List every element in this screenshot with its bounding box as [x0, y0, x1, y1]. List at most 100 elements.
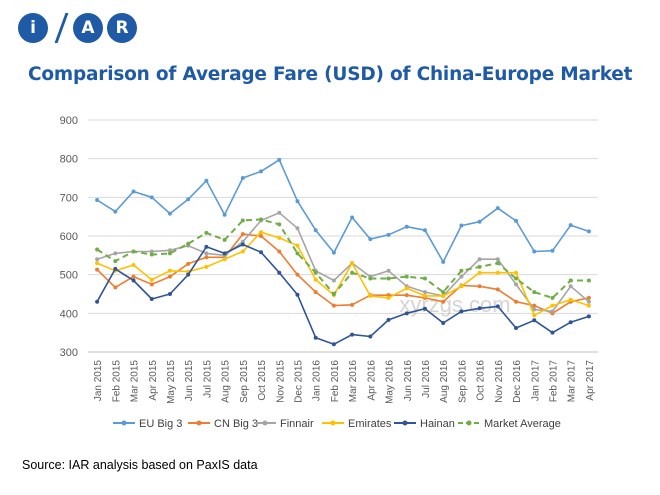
data-point	[222, 251, 227, 256]
data-point	[113, 285, 118, 290]
x-tick-label: Apr 2015	[148, 360, 159, 401]
data-point	[422, 276, 427, 281]
data-point	[441, 259, 446, 264]
legend-marker	[196, 420, 202, 426]
data-point	[477, 264, 482, 269]
series-line	[96, 218, 589, 299]
legend-marker	[121, 420, 127, 426]
data-point	[313, 290, 318, 295]
data-point	[331, 292, 336, 296]
series-line	[96, 231, 590, 317]
data-point	[550, 303, 555, 308]
data-point	[259, 230, 264, 235]
data-point	[186, 241, 191, 246]
data-point	[95, 198, 100, 203]
data-point	[586, 278, 591, 283]
y-tick-label: 400	[60, 308, 78, 320]
x-tick-label: May 2015	[166, 360, 177, 404]
data-point	[495, 257, 500, 262]
data-point	[532, 290, 537, 295]
data-point	[532, 307, 537, 312]
data-point	[568, 278, 573, 283]
y-tick-label: 500	[60, 270, 78, 282]
data-point	[295, 292, 300, 297]
data-point	[495, 287, 500, 292]
data-point	[222, 257, 227, 262]
x-tick-label: Mar 2015	[130, 360, 141, 403]
data-point	[404, 311, 409, 316]
data-point	[441, 321, 446, 325]
series-line	[96, 212, 590, 313]
y-tick-label: 800	[60, 154, 78, 166]
data-point	[568, 223, 573, 228]
data-point	[404, 274, 409, 279]
data-point	[386, 276, 391, 281]
data-point	[586, 314, 591, 319]
data-point	[550, 248, 555, 253]
data-point	[149, 195, 154, 200]
x-tick-label: Jul 2015	[202, 360, 213, 398]
data-point	[568, 284, 573, 289]
data-point	[313, 228, 318, 233]
data-point	[331, 250, 336, 255]
data-point	[113, 209, 118, 214]
data-point	[295, 226, 300, 231]
x-tick-label: Jan 2016	[312, 360, 323, 402]
data-point	[441, 293, 446, 298]
data-point	[259, 250, 264, 255]
x-tick-label: Nov 2016	[494, 360, 505, 403]
watermark: xyrzgs.com	[399, 292, 510, 317]
data-point	[204, 244, 209, 249]
data-point	[240, 176, 245, 180]
data-point	[167, 251, 172, 256]
data-point	[350, 215, 355, 220]
data-point	[222, 237, 227, 242]
legend-marker	[262, 420, 268, 426]
data-point	[568, 320, 573, 325]
x-tick-label: Mar 2016	[348, 360, 359, 403]
data-point	[386, 268, 391, 273]
data-point	[514, 218, 519, 223]
data-point	[368, 276, 373, 281]
legend-label: CN Big 3	[214, 418, 258, 430]
legend-label: Finnair	[280, 418, 314, 430]
data-point	[495, 261, 500, 266]
data-point	[167, 211, 172, 216]
data-point	[368, 237, 373, 242]
data-point	[240, 232, 245, 237]
data-point	[422, 293, 427, 298]
data-point	[95, 257, 100, 262]
data-point	[277, 249, 282, 254]
data-point	[404, 293, 409, 298]
data-point	[586, 303, 591, 308]
x-tick-label: Sep 2016	[457, 360, 468, 403]
data-point	[495, 270, 500, 275]
data-point	[422, 306, 427, 311]
data-point	[277, 270, 282, 275]
legend-marker	[330, 420, 336, 426]
y-tick-label: 600	[60, 231, 78, 243]
data-point	[186, 261, 191, 266]
data-point	[422, 290, 427, 295]
data-point	[477, 284, 482, 289]
x-tick-label: Jun 2016	[403, 360, 414, 402]
data-point	[131, 274, 136, 279]
data-point	[95, 267, 100, 272]
data-point	[95, 261, 100, 266]
x-tick-label: Aug 2016	[439, 360, 450, 403]
data-point	[186, 272, 191, 277]
data-point	[204, 251, 209, 256]
data-point	[167, 268, 172, 273]
data-point	[586, 299, 591, 304]
data-point	[149, 249, 154, 254]
data-point	[495, 304, 500, 309]
x-tick-label: Mar 2017	[567, 360, 578, 403]
data-point	[113, 259, 118, 264]
x-tick-label: Apr 2017	[585, 360, 596, 401]
data-point	[331, 303, 336, 308]
y-tick-label: 700	[60, 192, 78, 204]
data-point	[131, 189, 136, 194]
y-tick-label: 900	[60, 115, 78, 127]
data-point	[295, 199, 300, 204]
